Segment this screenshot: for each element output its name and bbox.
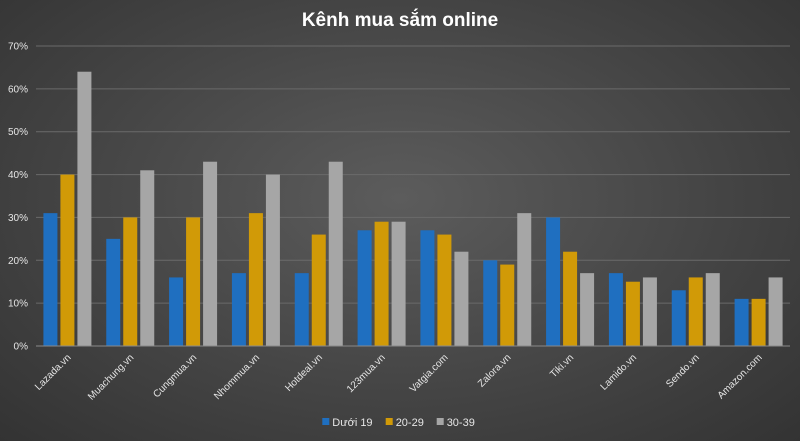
y-tick-label: 20%: [8, 256, 28, 267]
bar: [374, 221, 389, 346]
x-tick-label: Tiki.vn: [548, 352, 576, 380]
x-tick-label: Amazon.com: [716, 352, 765, 401]
legend: Dưới 19 20-29 30-39: [322, 417, 475, 429]
y-tick-label: 30%: [8, 213, 28, 224]
bar: [705, 273, 720, 346]
y-axis-ticks: 0% 10% 20% 30% 40% 50% 60% 70%: [8, 42, 28, 353]
y-tick-label: 60%: [8, 84, 28, 95]
bar: [248, 213, 263, 346]
x-tick-label: Muachung.vn: [86, 352, 136, 402]
bar: [231, 273, 246, 346]
x-tick-label: Sendo.vn: [664, 352, 702, 390]
legend-label: Dưới 19: [332, 417, 372, 429]
bars: [43, 71, 783, 346]
bar: [454, 251, 469, 346]
bar: [437, 234, 452, 346]
bar: [391, 221, 406, 346]
x-tick-label: Lazada.vn: [33, 352, 73, 392]
x-axis-categories: Lazada.vn Muachung.vn Cungmua.vn Nhommua.vn…: [33, 352, 765, 402]
bar: [106, 238, 121, 346]
bar: [140, 170, 155, 346]
legend-swatch: [385, 418, 393, 425]
y-tick-label: 0%: [14, 342, 29, 353]
bar: [563, 251, 578, 346]
bar: [642, 277, 657, 346]
chart-title: Kênh mua sắm online: [302, 9, 498, 31]
x-tick-label: Nhommua.vn: [212, 352, 262, 402]
y-tick-label: 40%: [8, 170, 28, 181]
x-tick-label: 123mua.vn: [345, 352, 388, 395]
bar: [186, 217, 201, 346]
y-tick-label: 70%: [8, 42, 28, 53]
legend-swatch: [436, 418, 444, 425]
bar: [43, 213, 58, 346]
legend-swatch: [322, 418, 330, 425]
bar: [203, 161, 218, 346]
bar: [546, 217, 561, 346]
bar: [311, 234, 326, 346]
bar: [688, 277, 703, 346]
x-tick-label: Zalora.vn: [476, 352, 513, 389]
x-tick-label: Hotdeal.vn: [283, 352, 325, 394]
bar: [60, 174, 75, 346]
bar: [500, 264, 515, 346]
bar: [294, 273, 309, 346]
x-tick-label: Lamido.vn: [599, 352, 639, 392]
bar: [671, 290, 686, 346]
x-tick-label: Vatgia.com: [408, 352, 451, 395]
bar: [580, 273, 595, 346]
legend-label: 20-29: [396, 417, 424, 429]
bar: [734, 298, 749, 346]
bar: [608, 273, 623, 346]
bar: [169, 277, 184, 346]
bar: [625, 281, 640, 346]
bar: [751, 298, 766, 346]
bar: [420, 230, 435, 346]
bar: [123, 217, 138, 346]
x-tick-label: Cungmua.vn: [151, 352, 199, 400]
y-tick-label: 50%: [8, 127, 28, 138]
bar: [265, 174, 280, 346]
gridlines: [36, 45, 790, 304]
bar: [328, 161, 343, 346]
bar: [77, 71, 92, 346]
bar: [517, 213, 532, 346]
bar: [483, 260, 498, 346]
bar: [768, 277, 783, 346]
legend-label: 30-39: [447, 417, 475, 429]
bar: [357, 230, 372, 346]
y-tick-label: 10%: [8, 299, 28, 310]
